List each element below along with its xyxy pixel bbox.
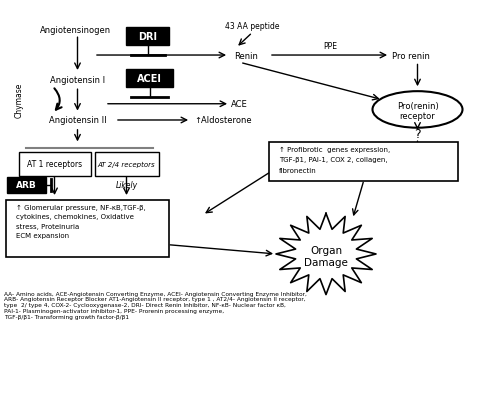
FancyBboxPatch shape <box>126 28 170 46</box>
Text: PPE: PPE <box>323 42 337 51</box>
Polygon shape <box>276 214 376 295</box>
Text: ↑ Glomerular pressure, NF-κB,TGF-β,: ↑ Glomerular pressure, NF-κB,TGF-β, <box>16 204 146 211</box>
Text: ↑Aldosterone: ↑Aldosterone <box>194 116 252 125</box>
Text: Chymase: Chymase <box>14 83 24 118</box>
Text: Pro(renin): Pro(renin) <box>396 102 438 111</box>
Text: AT 1 receptors: AT 1 receptors <box>27 160 82 169</box>
Text: ACEI: ACEI <box>137 74 162 84</box>
FancyBboxPatch shape <box>6 178 46 193</box>
Text: Likely: Likely <box>116 181 138 190</box>
Text: ARB: ARB <box>16 181 36 190</box>
Text: Pro renin: Pro renin <box>392 51 430 60</box>
FancyBboxPatch shape <box>6 200 169 257</box>
Text: ECM expansion: ECM expansion <box>16 233 69 239</box>
Text: receptor: receptor <box>400 112 436 121</box>
Text: Damage: Damage <box>304 258 348 267</box>
FancyBboxPatch shape <box>94 153 158 176</box>
Text: cytokines, chemokines, Oxidative: cytokines, chemokines, Oxidative <box>16 214 134 220</box>
Text: AA- Amino acids, ACE-Angiotensin Converting Enzyme, ACEI- Angiotensin Converting: AA- Amino acids, ACE-Angiotensin Convert… <box>4 291 307 319</box>
Text: Angiotensin I: Angiotensin I <box>50 76 105 85</box>
Text: ↑ Profibrotic  genes expression,: ↑ Profibrotic genes expression, <box>279 147 390 153</box>
Text: Angiotensinogen: Angiotensinogen <box>40 26 111 35</box>
Text: ?: ? <box>414 128 421 141</box>
Text: ACE: ACE <box>231 100 248 109</box>
FancyBboxPatch shape <box>126 70 172 88</box>
Text: Angiotensin II: Angiotensin II <box>48 116 106 125</box>
Text: Renin: Renin <box>234 51 258 60</box>
Text: 43 AA peptide: 43 AA peptide <box>225 22 280 31</box>
Ellipse shape <box>372 92 462 128</box>
Text: stress, Proteinuria: stress, Proteinuria <box>16 223 79 229</box>
FancyBboxPatch shape <box>269 142 458 182</box>
Text: fibronectin: fibronectin <box>279 167 317 173</box>
Text: Organ: Organ <box>310 245 342 255</box>
Text: TGF-β1, PAI-1, COX 2, collagen,: TGF-β1, PAI-1, COX 2, collagen, <box>279 157 388 163</box>
Text: DRI: DRI <box>138 32 158 42</box>
Text: AT 2/4 receptors: AT 2/4 receptors <box>98 161 156 168</box>
FancyBboxPatch shape <box>18 153 90 176</box>
